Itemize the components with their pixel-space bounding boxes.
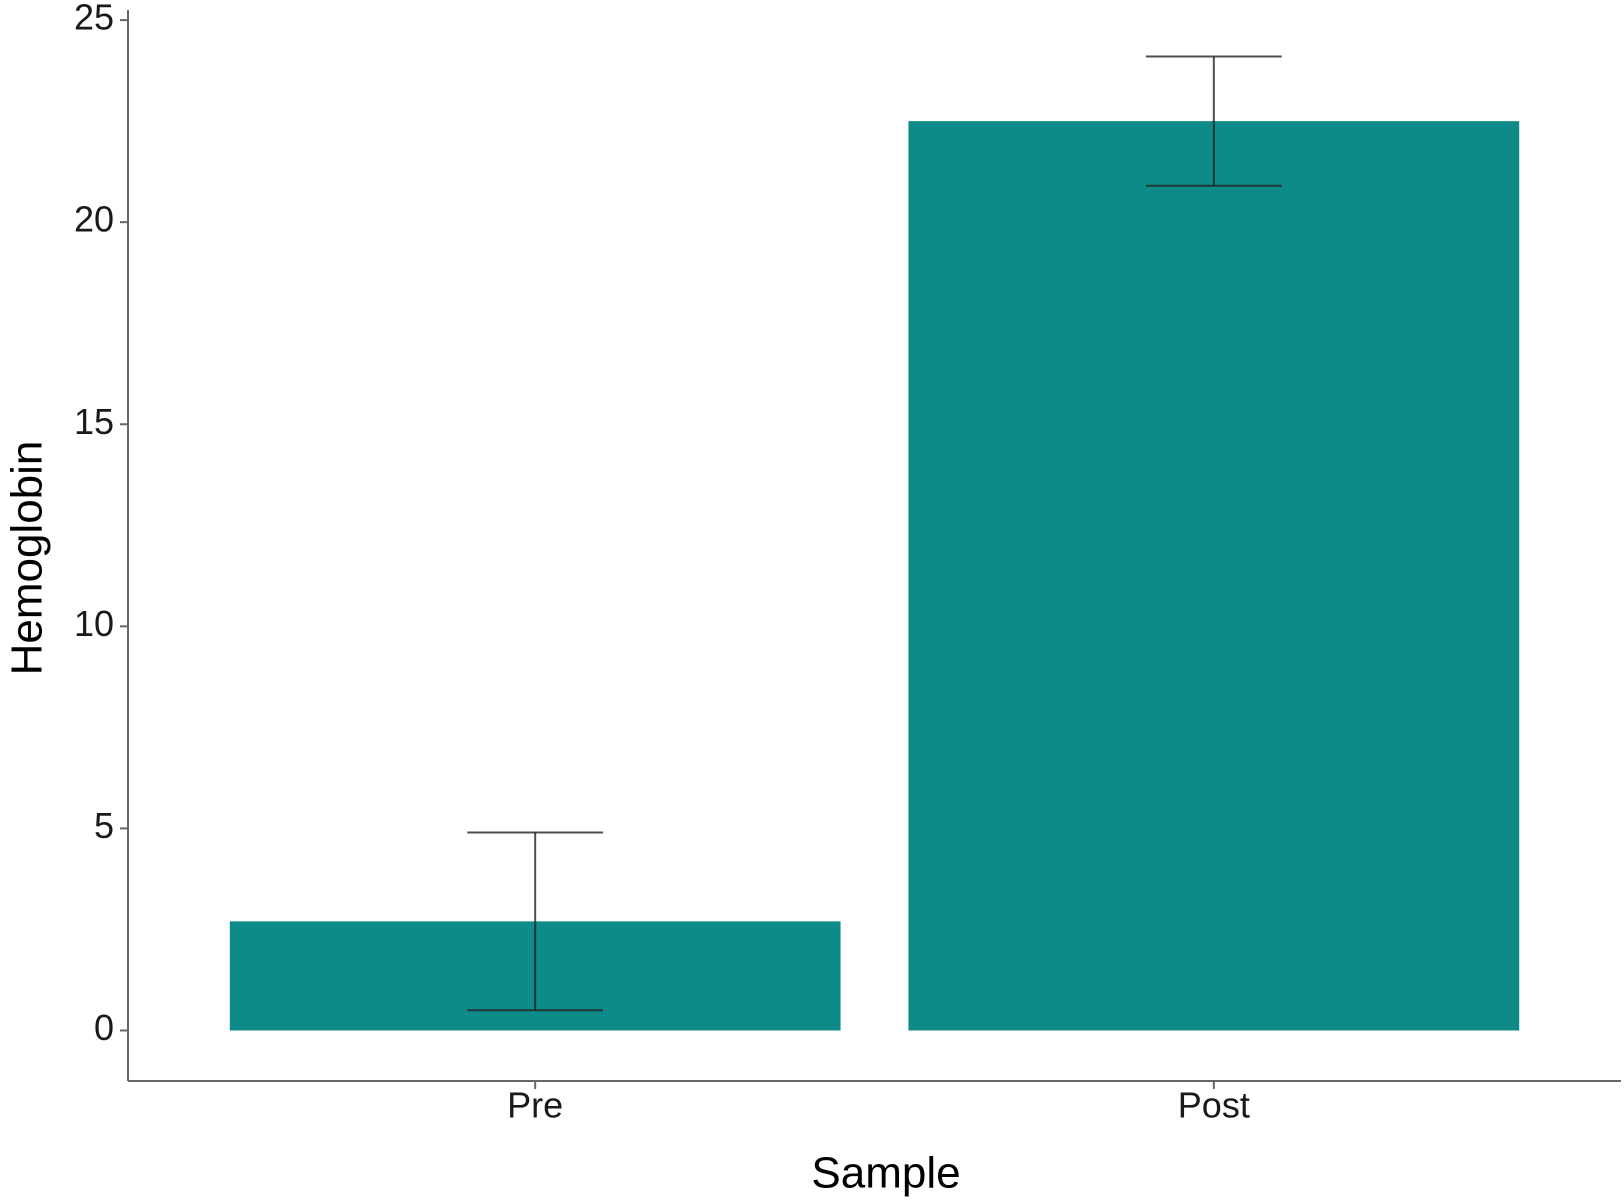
x-tick-label: Pre (507, 1085, 563, 1126)
y-tick-label: 5 (94, 805, 114, 846)
x-axis-title: Sample (811, 1149, 960, 1198)
y-tick-label: 15 (74, 401, 114, 442)
y-axis-title: Hemoglobin (3, 441, 52, 676)
y-tick-label: 20 (74, 199, 114, 240)
y-tick-label: 0 (94, 1007, 114, 1048)
x-tick-label: Post (1178, 1085, 1250, 1126)
y-tick-label: 10 (74, 603, 114, 644)
y-tick-label: 25 (74, 0, 114, 38)
bar (908, 121, 1520, 1031)
